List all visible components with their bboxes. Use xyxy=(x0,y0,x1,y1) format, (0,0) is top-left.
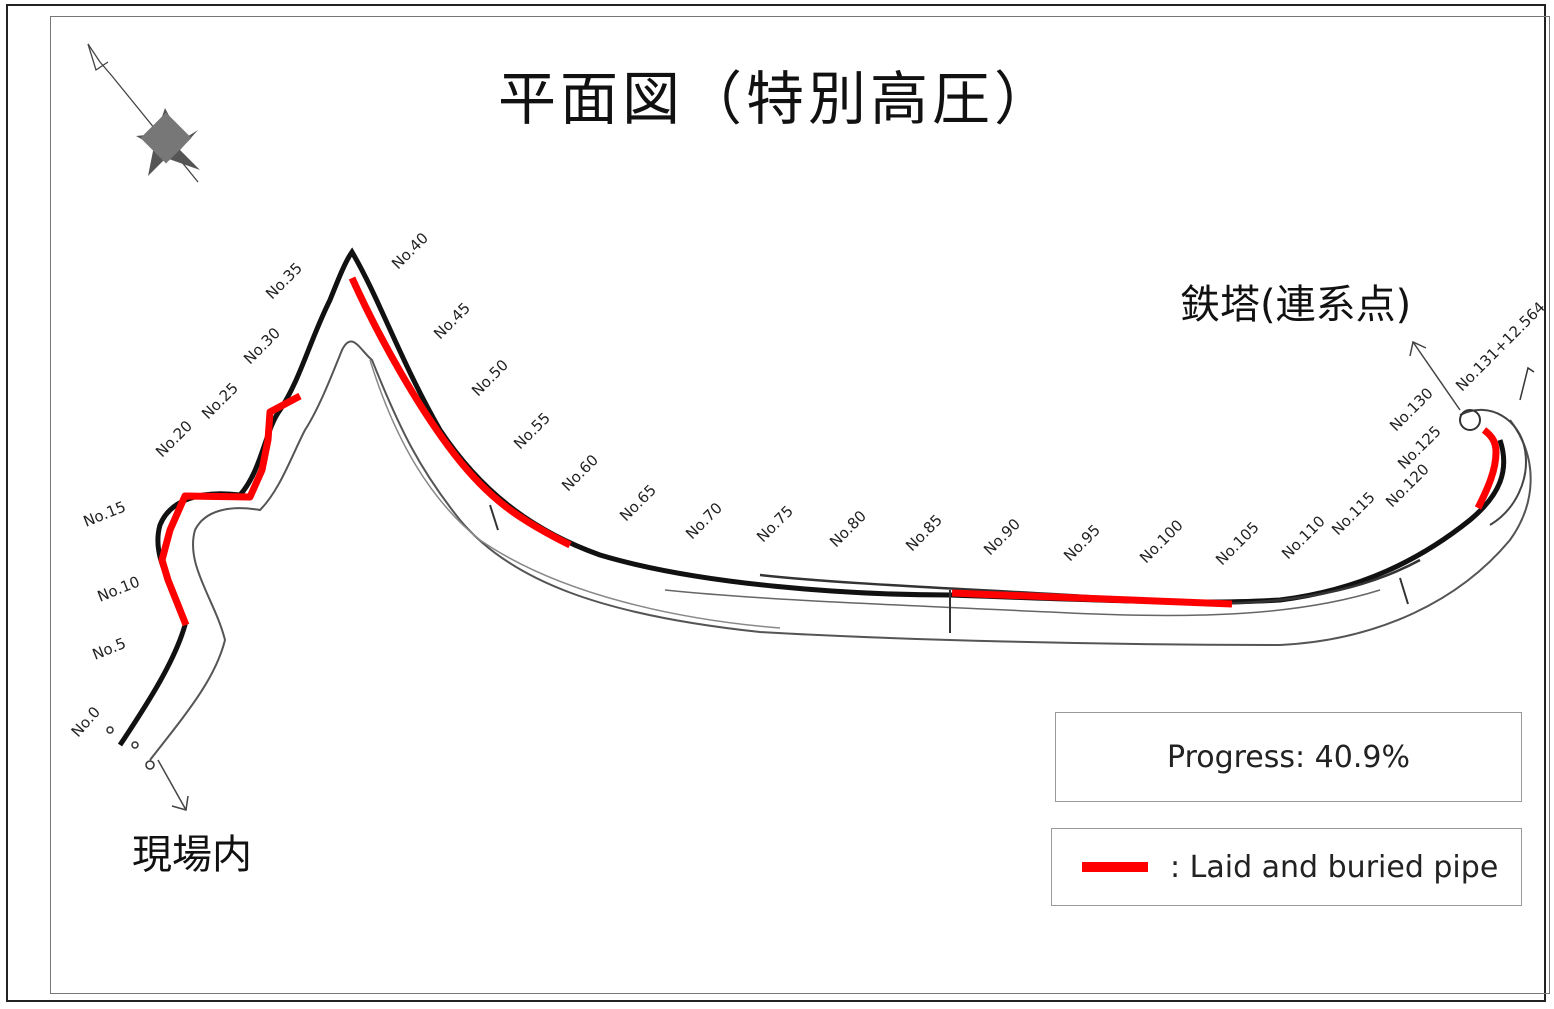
direction-arrows xyxy=(157,340,1461,811)
station-label: No.50 xyxy=(468,356,512,400)
road-outline xyxy=(106,247,1535,770)
legend-swatch xyxy=(1082,862,1148,872)
drawing-frame xyxy=(50,16,1550,994)
station-label: No.110 xyxy=(1278,512,1329,563)
station-label: No.95 xyxy=(1060,521,1104,565)
station-label: No.5 xyxy=(90,634,129,664)
pipe-segment-2 xyxy=(348,276,572,549)
station-label: No.80 xyxy=(826,507,870,551)
station-label: No.90 xyxy=(980,515,1024,559)
station-label: No.0 xyxy=(68,703,104,741)
station-label: No.75 xyxy=(753,502,797,546)
station-label: No.35 xyxy=(262,259,306,303)
station-label: No.115 xyxy=(1328,488,1379,539)
progress-box: Progress: 40.9% xyxy=(1055,712,1522,802)
station-label: No.105 xyxy=(1212,518,1263,569)
laid-pipe-segments xyxy=(158,276,1500,627)
station-label: No.15 xyxy=(81,498,129,531)
site-label: 現場内 xyxy=(132,832,252,878)
station-label: No.10 xyxy=(95,573,143,606)
legend-label: : Laid and buried pipe xyxy=(1170,849,1499,885)
station-label: No.100 xyxy=(1136,516,1187,567)
progress-text: Progress: 40.9% xyxy=(1167,739,1410,775)
tower-label: 鉄塔(連系点) xyxy=(1180,282,1412,328)
station-label: No.25 xyxy=(198,379,242,423)
station-label: No.60 xyxy=(558,451,602,495)
pipe-segment-4 xyxy=(1474,427,1500,510)
station-label: No.131+12.564 xyxy=(1452,298,1549,395)
station-label: No.55 xyxy=(510,409,554,453)
outer-frame xyxy=(6,4,1546,1002)
page-title: 平面図（特別高圧） xyxy=(497,65,1056,133)
station-label: No.20 xyxy=(152,417,196,461)
compass-icon xyxy=(87,43,200,183)
pipe-segment-3 xyxy=(951,589,1233,608)
station-label: No.85 xyxy=(902,511,946,555)
station-label: No.40 xyxy=(388,229,432,273)
station-label: No.70 xyxy=(682,499,726,543)
station-label: No.45 xyxy=(430,299,474,343)
pipe-segment-1 xyxy=(158,392,302,627)
legend-box: : Laid and buried pipe xyxy=(1051,828,1522,906)
station-label: No.65 xyxy=(616,481,660,525)
station-label: No.30 xyxy=(240,324,284,368)
